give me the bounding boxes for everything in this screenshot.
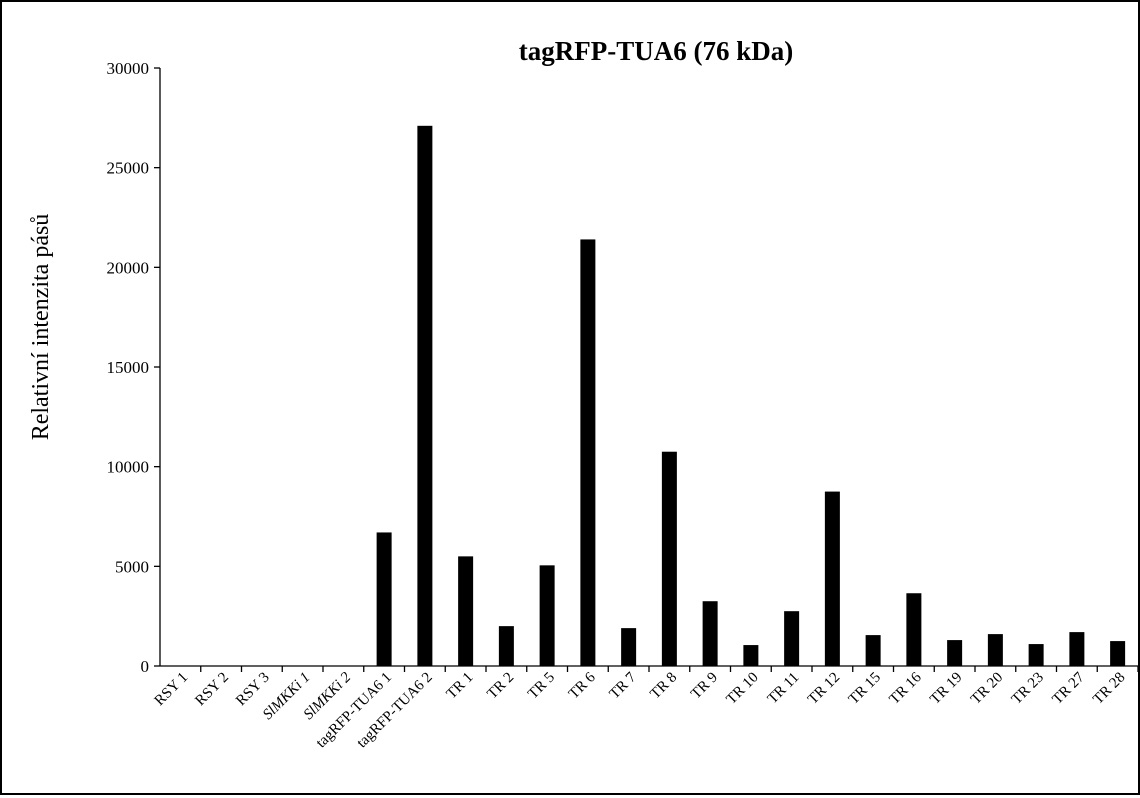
y-tick-label: 10000 xyxy=(107,458,150,477)
x-tick-label: TR 7 xyxy=(607,669,640,702)
bar xyxy=(743,645,759,666)
x-tick-label: TR 2 xyxy=(484,670,517,703)
bar xyxy=(1069,632,1085,666)
x-tick-label: TR 15 xyxy=(846,670,884,708)
y-tick-label: 15000 xyxy=(107,358,150,377)
x-tick-label: TR 11 xyxy=(765,670,803,708)
y-ticks-group: 0 5000 10000 15000 20000 25000 30000 xyxy=(107,59,160,676)
x-tick-label: TR 1 xyxy=(444,670,477,703)
x-tick-label: tagRFP-TUA6 2 xyxy=(354,670,436,752)
y-tick-label: 30000 xyxy=(107,59,150,78)
x-tick-label: TR 8 xyxy=(647,670,680,703)
bar xyxy=(987,634,1003,666)
bar xyxy=(906,593,922,666)
x-tick-label: TR 16 xyxy=(887,669,925,707)
bar xyxy=(376,532,392,666)
bar xyxy=(1028,644,1044,666)
x-tick-label: RSY 2 xyxy=(192,670,232,710)
bar xyxy=(824,491,840,666)
x-tick-label: TR 23 xyxy=(1009,670,1047,708)
x-tick-label: RSY 3 xyxy=(233,670,273,710)
bar xyxy=(498,626,514,666)
y-tick-label: 20000 xyxy=(107,258,150,277)
y-tick-label: 25000 xyxy=(107,159,150,178)
bar xyxy=(539,565,555,666)
bars-group xyxy=(376,125,1126,667)
x-tick-label: TR 27 xyxy=(1050,669,1088,707)
bar xyxy=(865,635,881,666)
bar xyxy=(947,640,963,666)
bar xyxy=(580,239,596,666)
bar xyxy=(1110,641,1126,666)
x-tick-label: TR 19 xyxy=(927,670,965,708)
x-tick-label: TR 20 xyxy=(968,670,1006,708)
bar xyxy=(417,125,433,667)
x-tick-label: TR 5 xyxy=(525,670,558,703)
y-axis-label: Relativní intenzita pásů xyxy=(28,214,54,441)
x-tick-label: RSY 1 xyxy=(152,670,192,710)
bar xyxy=(702,601,718,666)
bar xyxy=(661,451,677,666)
bar xyxy=(458,556,474,666)
y-tick-label: 0 xyxy=(141,657,150,676)
x-tick-label: TR 9 xyxy=(688,670,721,703)
bar xyxy=(621,628,637,666)
bar xyxy=(784,611,800,666)
x-tick-label: TR 28 xyxy=(1090,670,1128,708)
x-tick-label: TR 6 xyxy=(566,669,599,702)
x-tick-label: TR 12 xyxy=(805,670,843,708)
chart-title: tagRFP-TUA6 (76 kDa) xyxy=(519,36,793,66)
y-tick-label: 5000 xyxy=(115,557,149,576)
x-tick-label: TR 10 xyxy=(724,670,762,708)
